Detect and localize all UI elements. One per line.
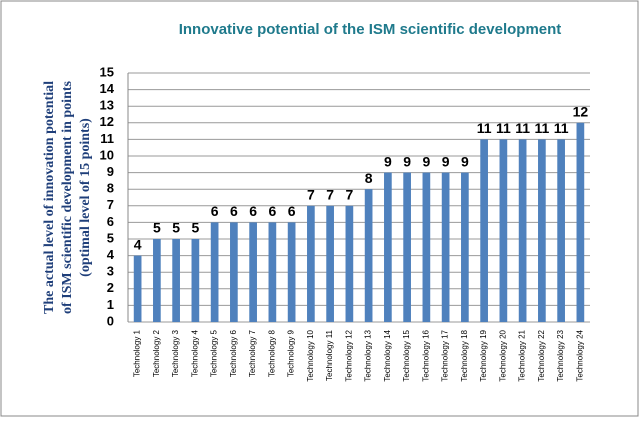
x-tick-label: Technology 9 <box>287 329 296 377</box>
bar <box>364 189 373 322</box>
bar <box>538 139 546 322</box>
data-label: 11 <box>477 120 492 136</box>
x-tick-label: Technology 14 <box>383 329 392 381</box>
bar <box>249 222 257 322</box>
x-tick-label: Technology 21 <box>518 329 527 381</box>
x-tick-label: Technology 2 <box>152 329 161 377</box>
data-label: 11 <box>496 120 511 136</box>
y-tick-label: 1 <box>107 297 114 312</box>
x-tick-label: Technology 24 <box>575 329 584 381</box>
bar <box>172 239 180 322</box>
x-tick-label: Technology 8 <box>267 329 276 377</box>
bar <box>499 139 508 322</box>
x-tick-label: Technology 22 <box>537 329 546 381</box>
bar <box>384 172 392 322</box>
x-tick-label: Technology 15 <box>402 329 411 381</box>
x-tick-label: Technology 13 <box>364 329 373 381</box>
bar <box>153 239 161 322</box>
x-tick-label: Technology 10 <box>306 329 315 381</box>
x-tick-label: Technology 20 <box>498 329 507 381</box>
bar <box>210 222 219 322</box>
data-label: 5 <box>191 220 199 236</box>
bar <box>557 139 565 322</box>
bar <box>576 122 585 322</box>
data-label: 7 <box>326 187 334 203</box>
data-label: 6 <box>230 203 238 219</box>
data-label: 11 <box>515 120 530 136</box>
bar <box>268 222 277 322</box>
x-tick-label: Technology 17 <box>441 329 450 381</box>
bar <box>191 239 200 322</box>
bar <box>518 139 527 322</box>
y-axis-label: of ISM scientific development in points <box>60 80 75 313</box>
data-label: 9 <box>442 153 450 169</box>
y-tick-label: 12 <box>100 114 114 129</box>
bar <box>133 255 142 322</box>
data-label: 9 <box>384 153 392 169</box>
y-tick-label: 8 <box>107 181 114 196</box>
x-tick-label: Technology 6 <box>229 329 238 377</box>
bar <box>403 172 411 322</box>
y-tick-label: 13 <box>100 98 114 113</box>
data-label: 8 <box>365 170 373 186</box>
x-tick-label: Technology 12 <box>344 329 353 381</box>
data-label: 6 <box>288 203 296 219</box>
bar <box>480 139 488 322</box>
x-tick-label: Technology 7 <box>248 329 257 377</box>
y-tick-label: 5 <box>107 230 114 245</box>
data-label: 9 <box>461 153 469 169</box>
bar <box>307 205 315 322</box>
y-tick-label: 10 <box>100 147 114 162</box>
y-tick-label: 3 <box>107 264 114 279</box>
y-tick-label: 2 <box>107 280 114 295</box>
data-label: 7 <box>307 187 315 203</box>
data-label: 6 <box>211 203 219 219</box>
y-axis-label: The actual level of innovation potential <box>42 81 57 314</box>
data-label: 7 <box>345 187 353 203</box>
data-label: 6 <box>268 203 276 219</box>
y-axis-label: (optimal level of 15 points) <box>78 118 93 277</box>
x-tick-label: Technology 19 <box>479 329 488 381</box>
x-tick-label: Technology 5 <box>210 329 219 377</box>
y-tick-label: 7 <box>107 197 114 212</box>
bar <box>345 205 354 322</box>
y-tick-label: 15 <box>100 64 114 79</box>
y-tick-label: 6 <box>107 214 114 229</box>
y-tick-label: 14 <box>100 81 115 96</box>
chart-title: Innovative potential of the ISM scientif… <box>179 21 562 38</box>
x-tick-label: Technology 11 <box>325 329 334 381</box>
data-label: 9 <box>403 153 411 169</box>
data-label: 5 <box>153 220 161 236</box>
x-tick-label: Technology 18 <box>460 329 469 381</box>
data-label: 11 <box>534 120 549 136</box>
data-label: 5 <box>172 220 180 236</box>
y-tick-label: 0 <box>107 313 114 328</box>
x-tick-label: Technology 16 <box>421 329 430 381</box>
bar <box>422 172 431 322</box>
data-label: 12 <box>573 104 589 120</box>
data-label: 11 <box>554 120 569 136</box>
bar <box>441 172 450 322</box>
bar <box>461 172 469 322</box>
y-tick-label: 11 <box>100 131 114 146</box>
data-label: 9 <box>422 153 430 169</box>
data-label: 4 <box>134 236 142 252</box>
x-tick-label: Technology 23 <box>556 329 565 381</box>
y-tick-label: 9 <box>107 164 114 179</box>
x-tick-label: Technology 4 <box>190 329 199 377</box>
x-tick-label: Technology 1 <box>133 329 142 377</box>
bar <box>287 222 296 322</box>
bar <box>326 205 334 322</box>
data-label: 6 <box>249 203 257 219</box>
bar <box>230 222 238 322</box>
x-tick-label: Technology 3 <box>171 329 180 377</box>
y-tick-label: 4 <box>107 247 115 262</box>
